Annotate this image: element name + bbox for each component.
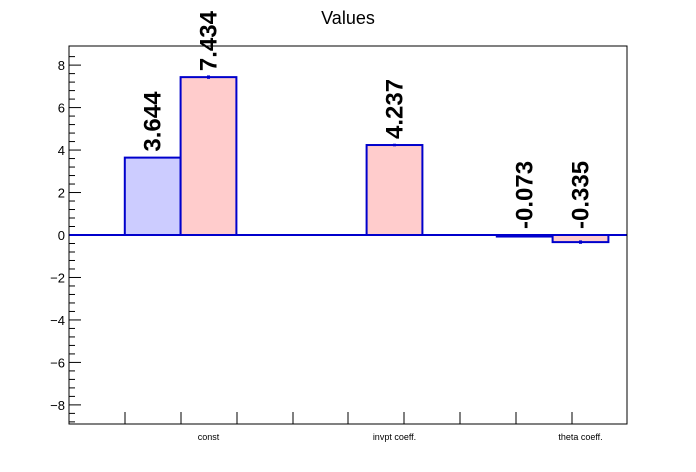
value-label: 4.237 [382,79,409,139]
value-label: -0.335 [568,161,595,229]
y-tick-label: −8 [50,398,65,413]
y-tick-label: 2 [58,186,65,201]
bar [179,76,238,236]
value-label: 7.434 [196,10,223,71]
y-tick-label: −2 [50,270,65,285]
x-category-label: const [198,432,220,442]
bar [365,144,424,236]
value-label: -0.073 [512,161,539,229]
y-tick-label: −6 [50,355,65,370]
chart-title: Values [321,8,375,28]
y-tick-label: −4 [50,313,65,328]
x-category-label: theta coeff. [558,432,602,442]
y-tick-label: 6 [58,101,65,116]
y-tick-label: 0 [58,228,65,243]
plot-frame [68,45,628,425]
plot-area: −8 −6 −4 −2 0 2 4 6 8 const invpt coeff. theta coef… [50,10,627,442]
bar [123,156,182,236]
x-category-label: invpt coeff. [373,432,416,442]
y-tick-label: 8 [58,58,65,73]
value-label: 3.644 [140,91,167,152]
y-tick-label: 4 [58,143,65,158]
